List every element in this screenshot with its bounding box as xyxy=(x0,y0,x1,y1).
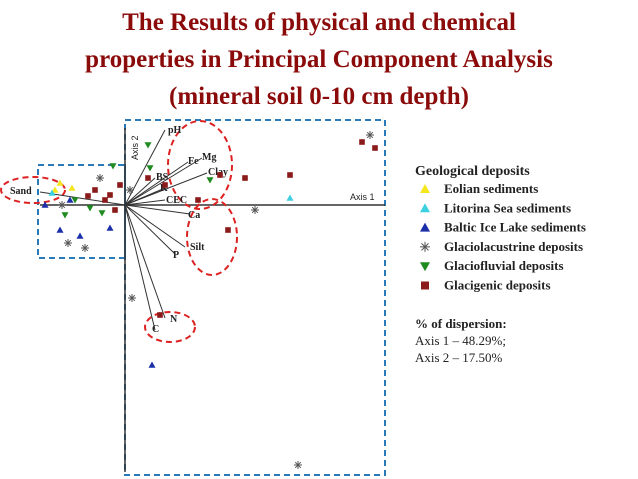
marker xyxy=(206,177,214,184)
group-ellipse xyxy=(0,176,66,204)
marker xyxy=(98,210,106,217)
marker xyxy=(420,203,430,213)
title-line: (mineral soil 0-10 cm depth) xyxy=(169,83,469,110)
title-line: The Results of physical and chemical xyxy=(122,9,516,36)
marker xyxy=(66,196,74,203)
group-ellipse xyxy=(186,198,238,276)
marker xyxy=(286,194,294,201)
marker xyxy=(359,139,365,145)
marker xyxy=(146,165,154,172)
legend-label: Litorina Sea sediments xyxy=(444,200,571,215)
variable-label: C xyxy=(152,324,159,335)
marker xyxy=(56,179,64,186)
marker xyxy=(217,172,223,178)
marker xyxy=(421,281,429,290)
marker xyxy=(41,201,49,208)
variable-label: Silt xyxy=(190,242,205,253)
dispersion-title: % of dispersion: xyxy=(415,316,507,331)
variable-label: CEC xyxy=(166,195,187,206)
dashed-box xyxy=(37,164,126,259)
vector xyxy=(124,187,166,206)
marker xyxy=(372,145,378,151)
legend-label: Glacigenic deposits xyxy=(444,278,551,293)
marker xyxy=(106,224,114,231)
marker xyxy=(58,201,66,209)
vector xyxy=(124,204,191,215)
marker xyxy=(128,294,136,302)
marker xyxy=(126,186,134,194)
vector xyxy=(124,204,186,248)
marker xyxy=(56,226,64,233)
variable-label: BS xyxy=(156,172,169,183)
dispersion-line: Axis 2 – 17.50% xyxy=(415,350,503,365)
variable-label: Sand xyxy=(10,186,32,197)
dispersion-line: Axis 1 – 48.29%; xyxy=(415,333,506,348)
marker xyxy=(102,197,108,203)
marker xyxy=(420,184,430,193)
variable-label: pH xyxy=(168,125,182,136)
vector xyxy=(124,204,176,255)
vector xyxy=(124,157,203,206)
title-line: properties in Principal Component Analys… xyxy=(85,46,553,73)
variable-label: Ca xyxy=(188,210,200,221)
legend-label: Glaciofluvial deposits xyxy=(444,258,564,273)
marker xyxy=(148,361,156,368)
legend: Geological deposits Eolian sediments Lito… xyxy=(415,164,586,293)
variable-label: P xyxy=(173,250,179,261)
marker xyxy=(117,182,123,188)
marker xyxy=(81,244,89,252)
group-ellipse xyxy=(144,311,196,343)
marker xyxy=(251,206,259,214)
marker xyxy=(157,312,163,318)
marker xyxy=(294,461,302,469)
variable-label: K xyxy=(160,183,168,194)
marker xyxy=(96,174,104,182)
marker xyxy=(162,182,168,188)
vector xyxy=(124,204,156,331)
variable-label: Mg xyxy=(202,152,216,163)
marker xyxy=(420,241,430,252)
marker xyxy=(68,184,76,191)
vector xyxy=(124,161,189,206)
marker xyxy=(420,222,430,232)
biplot: Axis 1 Axis 2 pHFeMgClayBSKCECCaSiltPNCS… xyxy=(0,119,386,476)
axis-label: Axis 1 xyxy=(350,192,375,202)
marker xyxy=(366,131,374,139)
marker xyxy=(287,172,293,178)
marker xyxy=(85,193,91,199)
marker xyxy=(242,175,248,181)
marker xyxy=(64,239,72,247)
vector xyxy=(124,177,156,206)
marker xyxy=(48,189,56,196)
marker xyxy=(61,212,69,219)
marker xyxy=(195,197,201,203)
legend-label: Glaciolacustrine deposits xyxy=(444,239,583,254)
marker xyxy=(51,186,59,193)
variable-label: Fe xyxy=(188,156,199,167)
legend-title: Geological deposits xyxy=(415,164,530,179)
marker xyxy=(144,142,152,149)
legend-label: Eolian sediments xyxy=(444,181,538,196)
marker xyxy=(420,262,430,272)
variable-label: N xyxy=(170,314,178,325)
marker xyxy=(71,197,79,204)
vector xyxy=(124,199,166,206)
marker xyxy=(86,205,94,212)
marker xyxy=(145,175,151,181)
marker xyxy=(92,187,98,193)
marker xyxy=(76,232,84,239)
legend-label: Baltic Ice Lake sediments xyxy=(444,220,586,235)
vector xyxy=(124,204,166,319)
axis-label: Axis 2 xyxy=(130,135,140,160)
vector xyxy=(124,129,166,206)
marker xyxy=(109,163,117,170)
marker xyxy=(225,227,231,233)
group-ellipse xyxy=(167,120,233,210)
marker xyxy=(112,207,118,213)
marker xyxy=(107,192,113,198)
